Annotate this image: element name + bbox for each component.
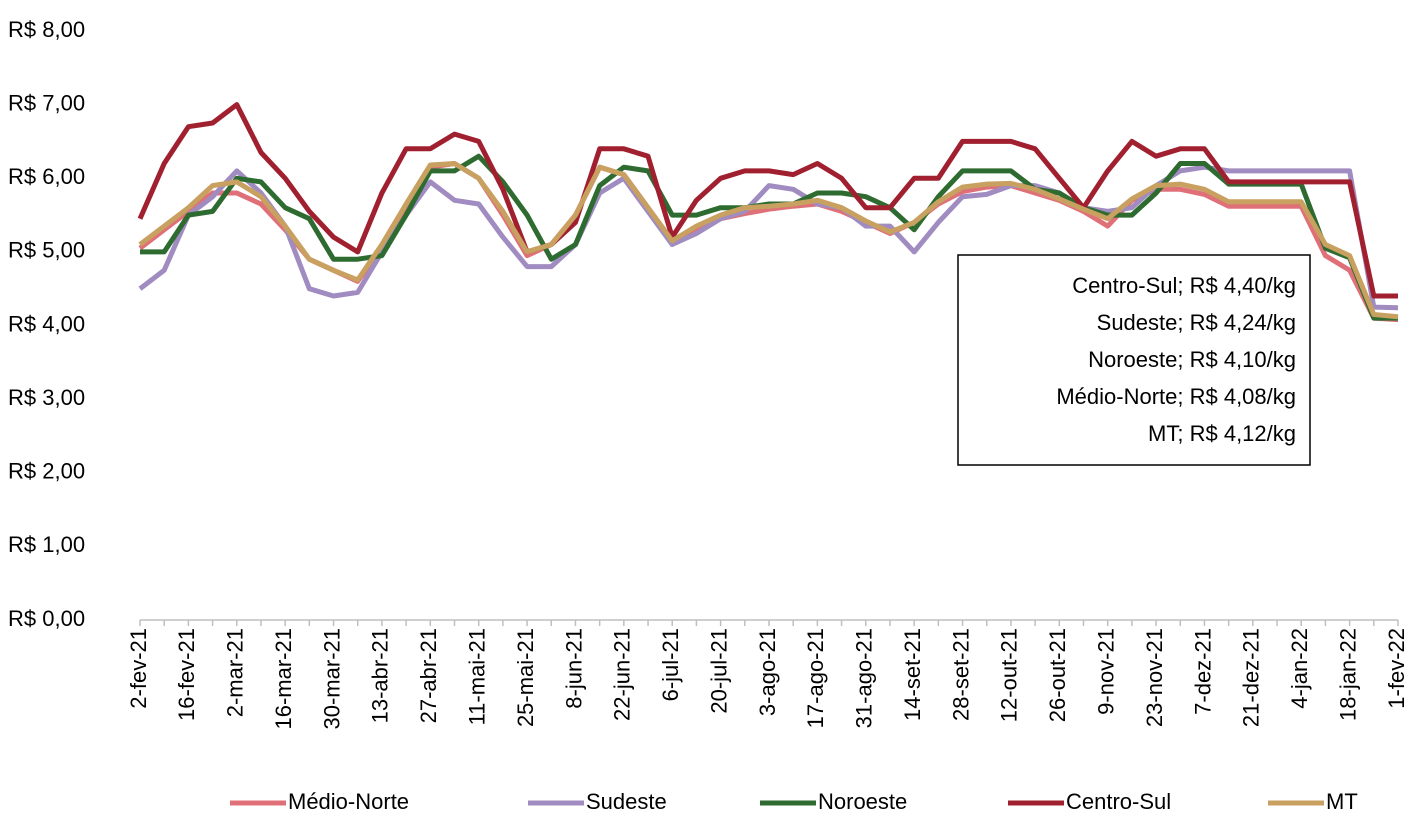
annotation-text: Noroeste; R$ 4,10/kg [1088, 347, 1296, 372]
x-tick-label: 2-fev-21 [126, 628, 151, 709]
x-tick-label: 13-abr-21 [368, 628, 393, 723]
annotation-text: Centro-Sul; R$ 4,40/kg [1072, 273, 1296, 298]
x-tick-label: 26-out-21 [1045, 628, 1070, 722]
series-line [138, 164, 1399, 311]
y-tick-label: R$ 6,00 [8, 164, 85, 189]
annotation-text: MT; R$ 4,12/kg [1148, 421, 1296, 446]
x-tick-label: 17-ago-21 [803, 628, 828, 728]
annotation-text: Médio-Norte; R$ 4,08/kg [1056, 384, 1296, 409]
annotation-box [957, 254, 1311, 466]
x-tick-label: 27-abr-21 [416, 628, 441, 723]
y-tick-label: R$ 0,00 [8, 606, 85, 631]
x-tick-label: 12-out-21 [997, 628, 1022, 722]
x-tick-label: 18-jan-22 [1335, 628, 1360, 721]
x-tick-label: 16-mar-21 [271, 628, 296, 729]
x-tick-label: 4-jan-22 [1287, 628, 1312, 709]
y-tick-label: R$ 5,00 [8, 238, 85, 263]
y-tick-label: R$ 2,00 [8, 459, 85, 484]
y-tick-label: R$ 3,00 [8, 385, 85, 410]
series-line [137, 102, 1398, 299]
x-tick-label: 28-set-21 [948, 628, 973, 721]
x-tick-label: 21-dez-21 [1239, 628, 1264, 727]
x-tick-label: 6-jul-21 [658, 628, 683, 701]
legend-label: MT [1326, 789, 1358, 814]
x-tick-label: 14-set-21 [900, 628, 925, 721]
series-line [138, 161, 1399, 320]
legend-label: Médio-Norte [288, 789, 409, 814]
x-tick-label: 2-mar-21 [223, 628, 248, 717]
legend-label: Centro-Sul [1066, 789, 1171, 814]
x-tick-label: 16-fev-21 [174, 628, 199, 721]
x-tick-label: 22-jun-21 [610, 628, 635, 721]
x-tick-label: 8-jun-21 [561, 628, 586, 709]
x-tick-label: 9-nov-21 [1094, 628, 1119, 715]
x-tick-label: 30-mar-21 [319, 628, 344, 729]
y-tick-label: R$ 1,00 [8, 532, 85, 557]
legend-label: Sudeste [586, 789, 667, 814]
y-tick-label: R$ 7,00 [8, 90, 85, 115]
x-tick-label: 20-jul-21 [706, 628, 731, 714]
x-tick-label: 31-ago-21 [852, 628, 877, 728]
y-tick-label: R$ 8,00 [8, 17, 85, 42]
x-tick-label: 7-dez-21 [1190, 628, 1215, 715]
legend-label: Noroeste [818, 789, 907, 814]
x-tick-label: 3-ago-21 [755, 628, 780, 716]
x-tick-label: 23-nov-21 [1142, 628, 1167, 727]
x-tick-label: 25-mai-21 [513, 628, 538, 727]
x-tick-label: 1-fev-22 [1384, 628, 1409, 709]
y-tick-label: R$ 4,00 [8, 311, 85, 336]
x-tick-label: 11-mai-21 [465, 628, 490, 725]
annotation-text: Sudeste; R$ 4,24/kg [1097, 310, 1296, 335]
